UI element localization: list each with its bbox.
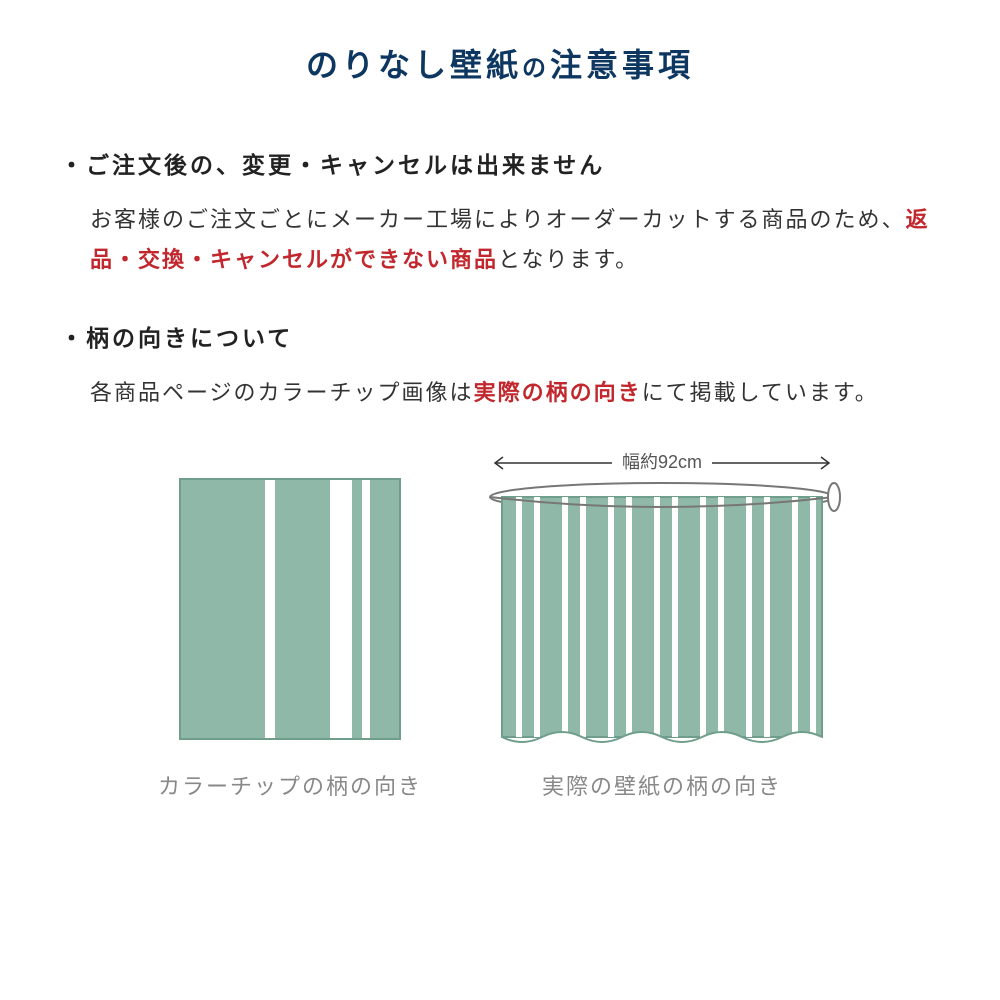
roll-caption: 実際の壁紙の柄の向き	[542, 769, 782, 801]
color-chip-svg	[170, 469, 410, 749]
section1-heading: ・ご注文後の、変更・キャンセルは出来ません	[60, 146, 940, 180]
title-prefix: のりなし壁紙	[306, 47, 522, 83]
section1-body-after: となります。	[498, 247, 639, 272]
width-indicator: 幅約92cm	[487, 453, 837, 473]
section-cancellation: ・ご注文後の、変更・キャンセルは出来ません お客様のご注文ごとにメーカー工場によ…	[60, 146, 940, 279]
illustrations-row: カラーチップの柄の向き 幅約92cm	[60, 453, 940, 801]
section2-highlight: 実際の柄の向き	[474, 380, 642, 405]
wallpaper-roll-illustration: 幅約92cm	[482, 453, 842, 801]
width-label-text: 幅約92cm	[622, 453, 702, 472]
chip-caption: カラーチップの柄の向き	[158, 769, 422, 801]
section1-body-before: お客様のご注文ごとにメーカー工場によりオーダーカットする商品のため、	[90, 207, 906, 232]
section1-body: お客様のご注文ごとにメーカー工場によりオーダーカットする商品のため、返品・交換・…	[60, 200, 940, 279]
wallpaper-roll-svg	[482, 479, 842, 749]
section2-body: 各商品ページのカラーチップ画像は実際の柄の向きにて掲載しています。	[60, 373, 940, 413]
section-pattern-direction: ・柄の向きについて 各商品ページのカラーチップ画像は実際の柄の向きにて掲載してい…	[60, 319, 940, 413]
section2-body-before: 各商品ページのカラーチップ画像は	[90, 380, 474, 405]
width-arrow-svg: 幅約92cm	[487, 453, 837, 473]
page-title: のりなし壁紙の注意事項	[60, 40, 940, 86]
section2-heading: ・柄の向きについて	[60, 319, 940, 353]
color-chip-illustration: カラーチップの柄の向き	[158, 469, 422, 801]
title-suffix: 注意事項	[550, 47, 694, 83]
title-no: の	[522, 55, 550, 82]
section2-body-after: にて掲載しています。	[642, 380, 879, 405]
